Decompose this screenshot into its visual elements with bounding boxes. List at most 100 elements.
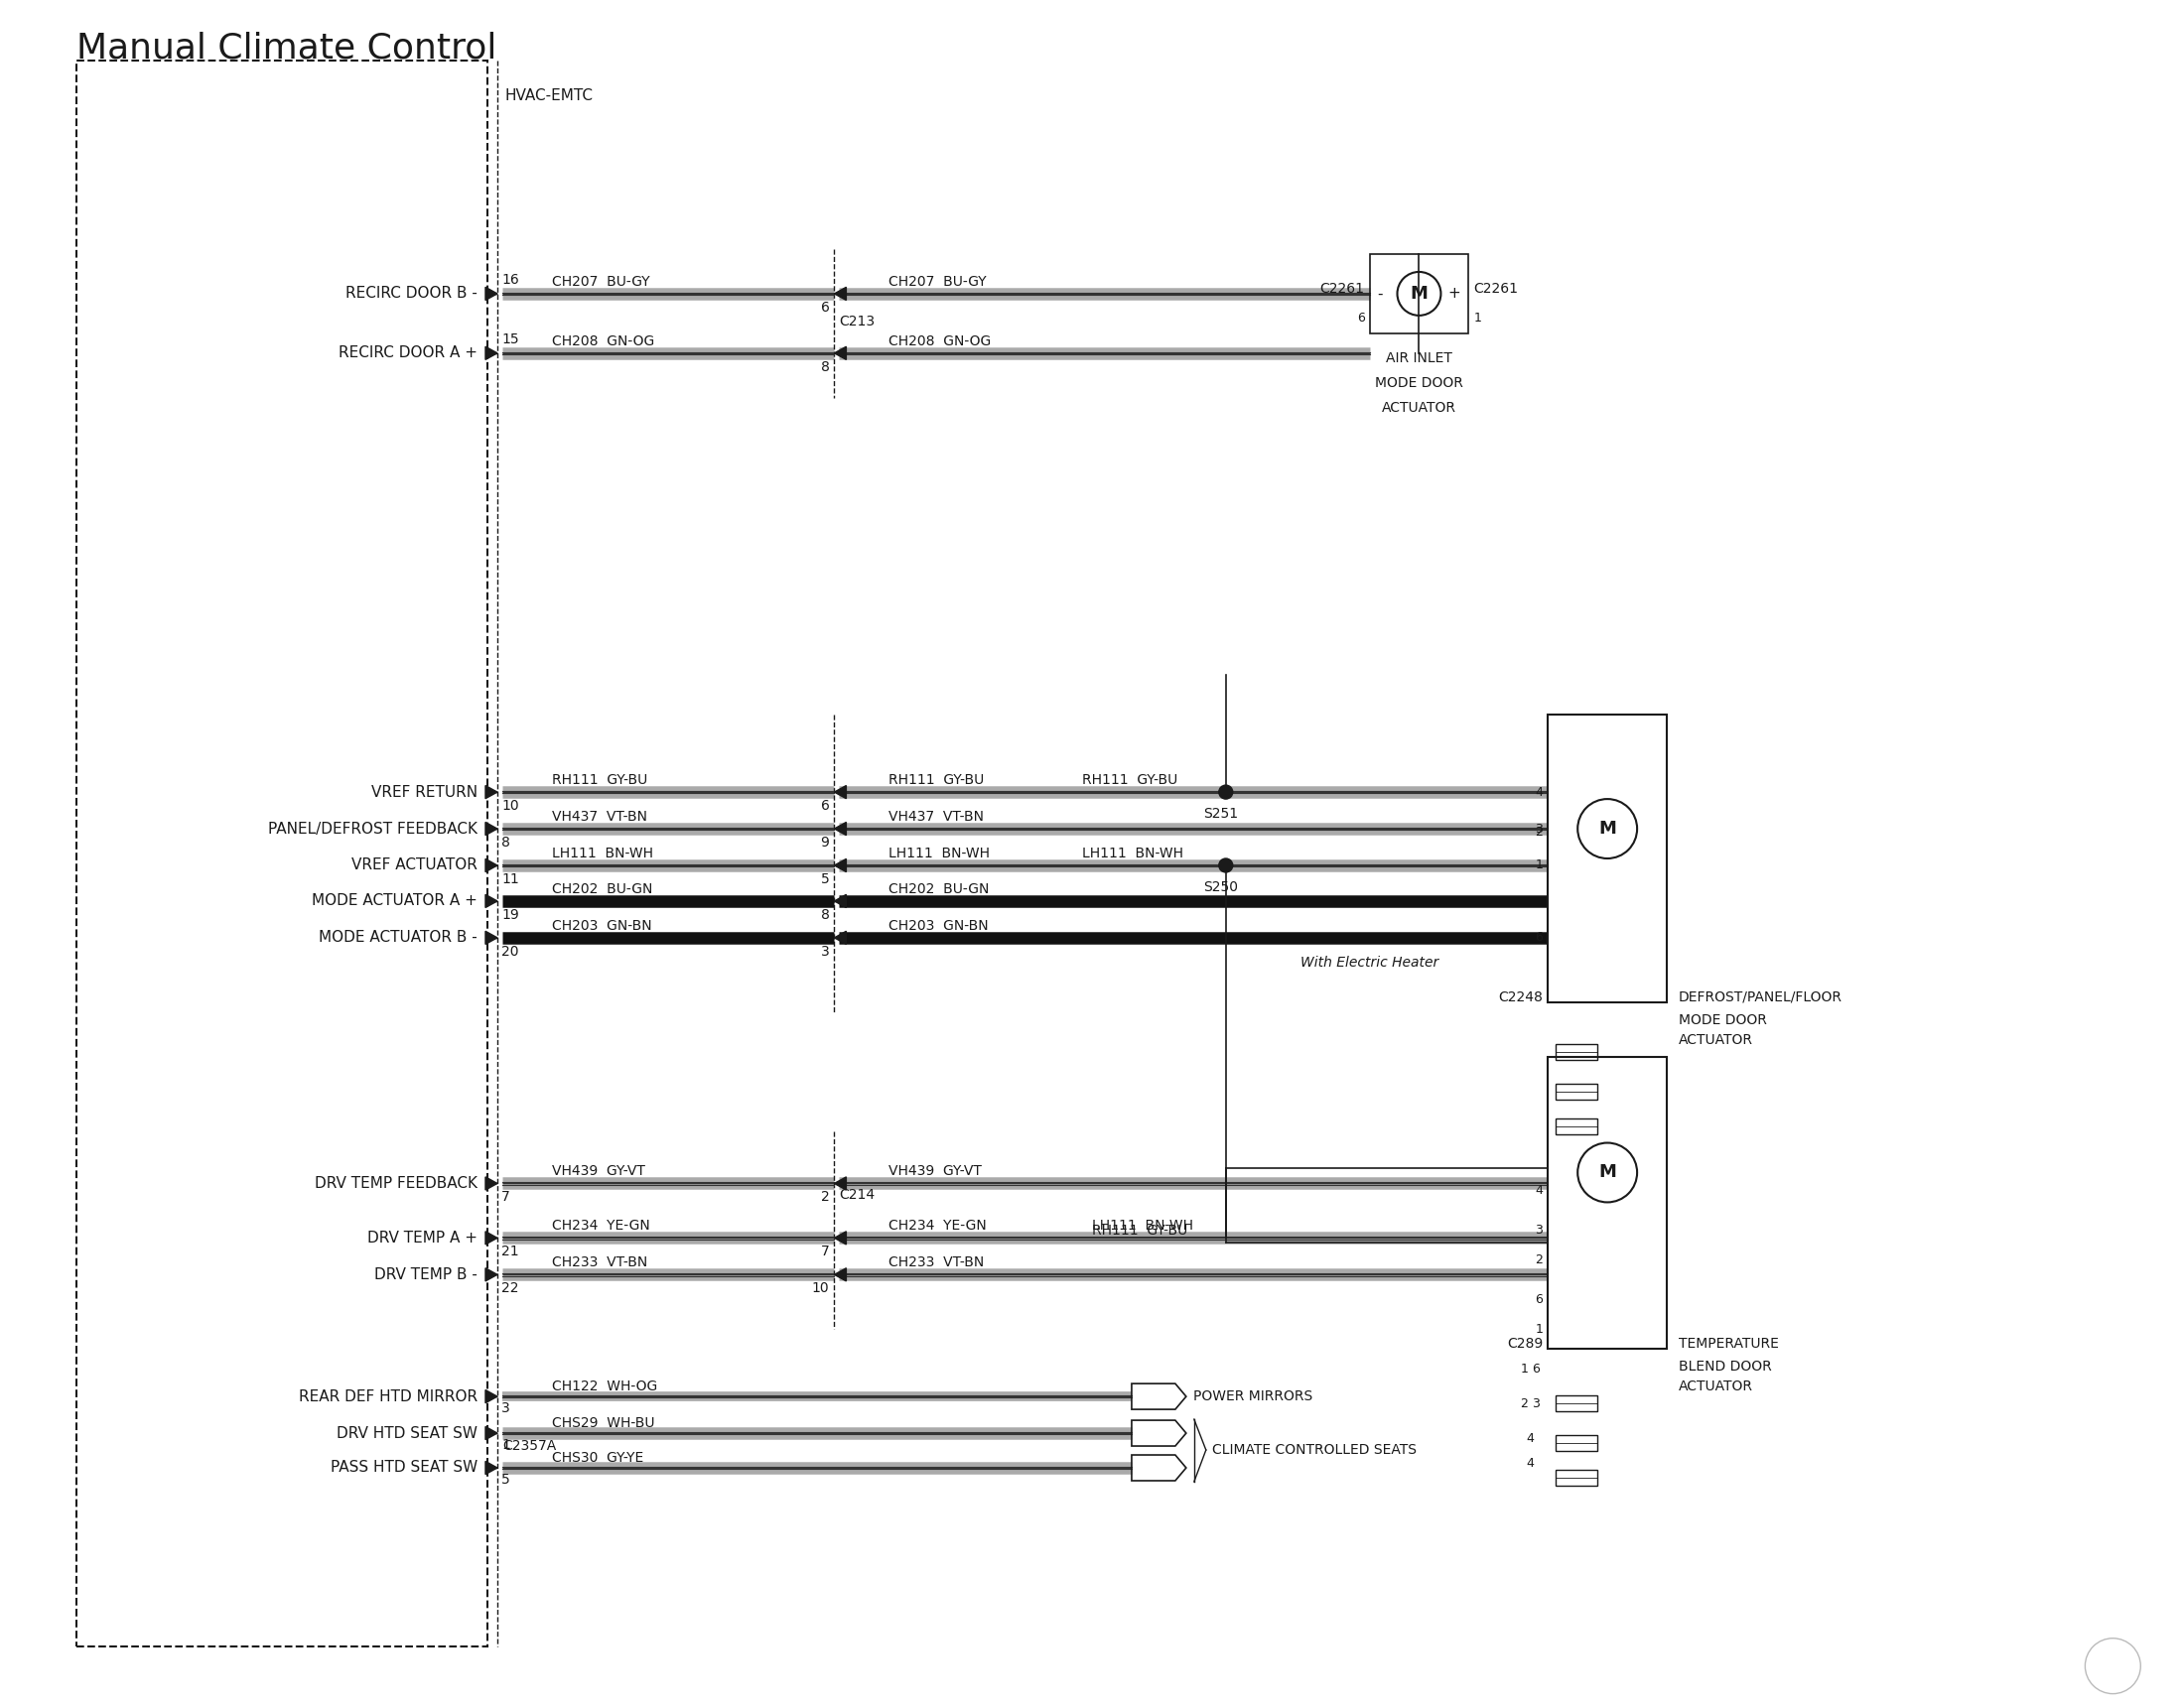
Text: ACTUATOR: ACTUATOR bbox=[1679, 1033, 1754, 1046]
Text: CLIMATE CONTROLLED SEATS: CLIMATE CONTROLLED SEATS bbox=[1212, 1442, 1417, 1458]
Text: CH203  GN-BN: CH203 GN-BN bbox=[889, 918, 989, 932]
Text: POWER MIRRORS: POWER MIRRORS bbox=[1192, 1389, 1313, 1403]
Text: M: M bbox=[1599, 1164, 1616, 1181]
Text: C2261: C2261 bbox=[1319, 282, 1365, 295]
Text: DRV TEMP B -: DRV TEMP B - bbox=[373, 1267, 478, 1282]
Text: 3: 3 bbox=[1533, 1396, 1540, 1410]
Text: ACTUATOR: ACTUATOR bbox=[1679, 1379, 1754, 1393]
Text: REAR DEF HTD MIRROR: REAR DEF HTD MIRROR bbox=[299, 1389, 478, 1403]
Text: DRV TEMP A +: DRV TEMP A + bbox=[367, 1231, 478, 1246]
Text: CH202  BU-GN: CH202 BU-GN bbox=[553, 883, 653, 896]
Text: RH111  GY-BU: RH111 GY-BU bbox=[1081, 773, 1177, 787]
Text: 5: 5 bbox=[821, 872, 830, 886]
Text: RECIRC DOOR A +: RECIRC DOOR A + bbox=[339, 347, 478, 360]
Text: MODE DOOR: MODE DOOR bbox=[1376, 376, 1463, 389]
Text: 3: 3 bbox=[1535, 1224, 1542, 1236]
Polygon shape bbox=[485, 823, 498, 835]
Bar bbox=[1555, 1084, 1597, 1099]
Text: 2: 2 bbox=[1535, 1253, 1542, 1267]
Text: CH233  VT-BN: CH233 VT-BN bbox=[889, 1256, 985, 1270]
Bar bbox=[1555, 1436, 1597, 1451]
Bar bbox=[1548, 715, 1666, 1002]
Polygon shape bbox=[834, 785, 845, 799]
Text: 2: 2 bbox=[1520, 1396, 1529, 1410]
Polygon shape bbox=[485, 1268, 498, 1282]
Text: 6: 6 bbox=[1533, 1362, 1540, 1376]
Text: 4: 4 bbox=[1535, 785, 1542, 799]
Text: RH111  GY-BU: RH111 GY-BU bbox=[889, 773, 985, 787]
Polygon shape bbox=[834, 1231, 845, 1244]
Text: 3: 3 bbox=[502, 1401, 511, 1415]
Text: C2357A: C2357A bbox=[502, 1439, 557, 1453]
Text: HVAC-EMTC: HVAC-EMTC bbox=[505, 89, 594, 102]
Polygon shape bbox=[485, 1176, 498, 1190]
Text: DRV HTD SEAT SW: DRV HTD SEAT SW bbox=[336, 1425, 478, 1441]
Bar bbox=[1555, 1043, 1597, 1060]
Text: 2: 2 bbox=[821, 1190, 830, 1203]
Bar bbox=[1555, 1470, 1597, 1485]
Text: 5: 5 bbox=[502, 1473, 511, 1487]
Circle shape bbox=[1219, 785, 1232, 799]
Text: S251: S251 bbox=[1203, 807, 1238, 821]
Text: 10: 10 bbox=[502, 799, 520, 813]
Polygon shape bbox=[485, 1461, 498, 1475]
Text: 7: 7 bbox=[821, 1244, 830, 1258]
Polygon shape bbox=[834, 894, 845, 908]
Polygon shape bbox=[485, 785, 498, 799]
Text: LH111  BN-WH: LH111 BN-WH bbox=[1092, 1219, 1192, 1232]
Polygon shape bbox=[834, 859, 845, 872]
Polygon shape bbox=[485, 347, 498, 360]
Polygon shape bbox=[485, 1389, 498, 1403]
Polygon shape bbox=[485, 859, 498, 872]
Text: VH439  GY-VT: VH439 GY-VT bbox=[553, 1164, 644, 1178]
Text: CH202  BU-GN: CH202 BU-GN bbox=[889, 883, 989, 896]
Text: RECIRC DOOR B -: RECIRC DOOR B - bbox=[345, 287, 478, 300]
Bar bbox=[1369, 254, 1468, 333]
Text: LH111  BN-WH: LH111 BN-WH bbox=[553, 847, 653, 860]
Text: CH207  BU-GY: CH207 BU-GY bbox=[889, 275, 987, 288]
Text: DEFROST/PANEL/FLOOR: DEFROST/PANEL/FLOOR bbox=[1679, 990, 1843, 1004]
Text: TEMPERATURE: TEMPERATURE bbox=[1679, 1337, 1780, 1350]
Polygon shape bbox=[834, 287, 845, 300]
Polygon shape bbox=[834, 347, 845, 360]
Text: +: + bbox=[1448, 287, 1461, 300]
Text: 6: 6 bbox=[1356, 312, 1365, 324]
Text: MODE DOOR: MODE DOOR bbox=[1679, 1012, 1767, 1028]
Text: -: - bbox=[1378, 287, 1382, 300]
Bar bbox=[1555, 1396, 1597, 1412]
Text: ACTUATOR: ACTUATOR bbox=[1382, 401, 1457, 415]
Text: CH234  YE-GN: CH234 YE-GN bbox=[889, 1219, 987, 1232]
Text: M: M bbox=[1411, 285, 1428, 302]
Text: M: M bbox=[1599, 819, 1616, 838]
Text: VH437  VT-BN: VH437 VT-BN bbox=[553, 809, 646, 824]
Polygon shape bbox=[834, 1176, 845, 1190]
Polygon shape bbox=[834, 1268, 845, 1282]
Text: CH234  YE-GN: CH234 YE-GN bbox=[553, 1219, 651, 1232]
Text: CH207  BU-GY: CH207 BU-GY bbox=[553, 275, 651, 288]
Text: 21: 21 bbox=[502, 1244, 520, 1258]
Text: VH439  GY-VT: VH439 GY-VT bbox=[889, 1164, 983, 1178]
Text: MODE ACTUATOR A +: MODE ACTUATOR A + bbox=[312, 894, 478, 908]
Bar bbox=[76, 61, 487, 1646]
Polygon shape bbox=[485, 1231, 498, 1244]
Text: Manual Climate Control: Manual Climate Control bbox=[76, 31, 496, 65]
Text: 4: 4 bbox=[1535, 1185, 1542, 1197]
Text: 3: 3 bbox=[821, 944, 830, 959]
Text: CHS30  GY-YE: CHS30 GY-YE bbox=[553, 1451, 644, 1465]
Text: 16: 16 bbox=[502, 273, 520, 287]
Text: LH111  BN-WH: LH111 BN-WH bbox=[889, 847, 989, 860]
Text: 1: 1 bbox=[502, 1437, 511, 1453]
Polygon shape bbox=[485, 1427, 498, 1439]
Text: 11: 11 bbox=[502, 872, 520, 886]
Text: 1: 1 bbox=[1535, 1323, 1542, 1335]
Text: 3: 3 bbox=[1535, 823, 1542, 835]
Text: With Electric Heater: With Electric Heater bbox=[1299, 956, 1439, 970]
Text: C213: C213 bbox=[839, 314, 876, 328]
Text: 1: 1 bbox=[1520, 1362, 1529, 1376]
Text: S250: S250 bbox=[1203, 881, 1238, 894]
Polygon shape bbox=[834, 823, 845, 835]
Text: 6: 6 bbox=[821, 799, 830, 813]
Text: 2: 2 bbox=[1535, 824, 1542, 838]
Circle shape bbox=[1219, 859, 1232, 872]
Text: 8: 8 bbox=[502, 836, 511, 850]
